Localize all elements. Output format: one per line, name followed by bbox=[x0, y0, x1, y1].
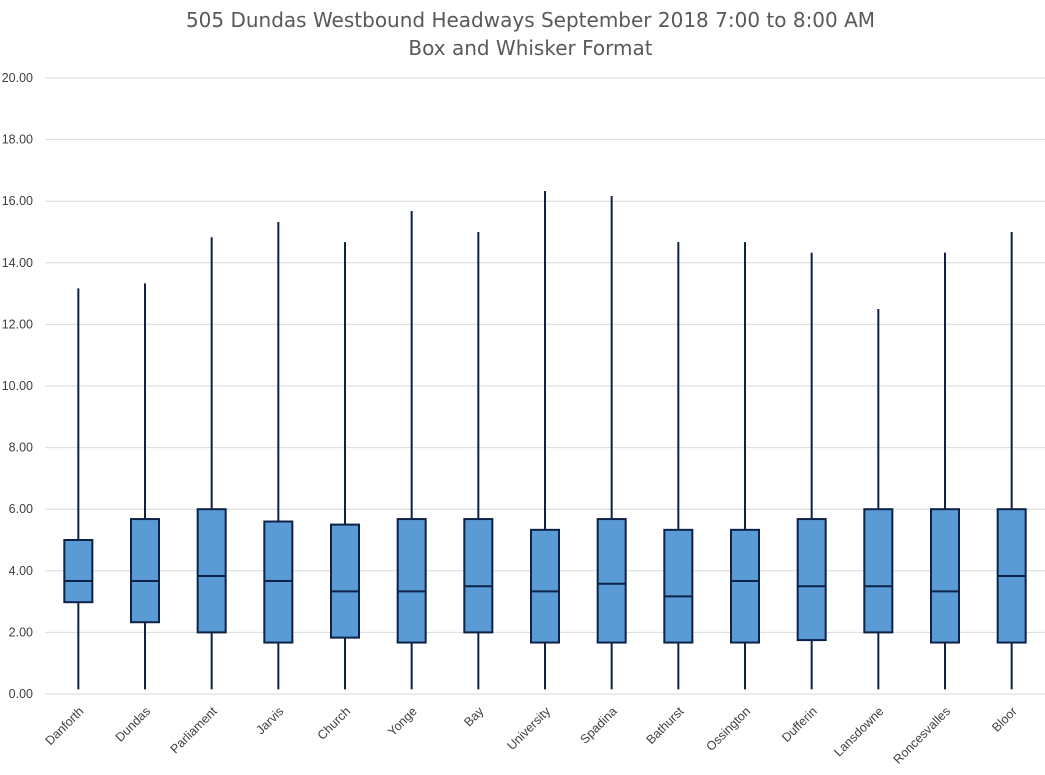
y-tick-label: 16.00 bbox=[2, 194, 33, 208]
interquartile-box bbox=[663, 528, 694, 644]
x-category-label: Bloor bbox=[989, 704, 1020, 735]
box-jarvis bbox=[263, 221, 294, 690]
interquartile-box bbox=[196, 508, 227, 634]
box-lansdowne bbox=[863, 309, 894, 690]
interquartile-box bbox=[396, 518, 427, 644]
y-tick-label: 6.00 bbox=[9, 502, 33, 516]
boxes bbox=[63, 191, 1027, 690]
box-bloor bbox=[996, 232, 1027, 690]
interquartile-box bbox=[596, 518, 627, 644]
interquartile-box bbox=[930, 508, 960, 644]
x-category-label: Ossington bbox=[703, 704, 753, 754]
box-roncesvalles bbox=[930, 252, 960, 690]
box-danforth bbox=[63, 288, 94, 690]
x-category-label: Dundas bbox=[113, 704, 153, 744]
box-dundas bbox=[130, 283, 160, 690]
interquartile-box bbox=[330, 523, 360, 639]
chart-title: 505 Dundas Westbound Headways September … bbox=[185, 8, 876, 32]
interquartile-box bbox=[463, 518, 494, 634]
box-parliament bbox=[196, 237, 227, 690]
x-category-label: Jarvis bbox=[253, 704, 286, 737]
y-tick-label: 8.00 bbox=[9, 441, 33, 455]
y-tick-label: 4.00 bbox=[9, 564, 33, 578]
interquartile-box bbox=[530, 528, 560, 644]
box-bay bbox=[463, 232, 494, 690]
y-axis-tick-labels: 0.00 2.00 4.00 6.00 8.00 10.00 12.00 14.00 16.00… bbox=[2, 71, 33, 701]
box-spadina bbox=[596, 195, 627, 690]
y-tick-label: 20.00 bbox=[2, 71, 33, 85]
box-dufferin bbox=[796, 252, 827, 690]
y-tick-label: 12.00 bbox=[2, 317, 33, 331]
box-yonge bbox=[396, 211, 427, 690]
x-category-label: Parliament bbox=[168, 704, 221, 757]
box-university bbox=[530, 191, 560, 690]
x-category-label: Dufferin bbox=[779, 704, 820, 745]
interquartile-box bbox=[263, 520, 294, 644]
y-tick-label: 10.00 bbox=[2, 379, 33, 393]
interquartile-box bbox=[863, 508, 894, 634]
interquartile-box bbox=[63, 539, 94, 604]
x-category-label: Bathurst bbox=[644, 704, 687, 747]
x-axis-category-labels: Danforth Dundas Parliament Jarvis Church Yong… bbox=[43, 704, 1020, 767]
interquartile-box bbox=[130, 518, 160, 624]
box-ossington bbox=[730, 242, 760, 690]
y-tick-label: 2.00 bbox=[9, 625, 33, 639]
x-category-label: Spadina bbox=[577, 704, 619, 746]
interquartile-box bbox=[796, 518, 827, 642]
x-category-label: Yonge bbox=[385, 704, 420, 739]
y-tick-label: 14.00 bbox=[2, 256, 33, 270]
interquartile-box bbox=[730, 528, 760, 644]
y-tick-label: 0.00 bbox=[9, 687, 33, 701]
chart-subtitle: Box and Whisker Format bbox=[408, 36, 653, 60]
x-category-label: Danforth bbox=[43, 704, 87, 748]
y-tick-label: 18.00 bbox=[2, 133, 33, 147]
box-church bbox=[330, 242, 360, 690]
x-category-label: Roncesvalles bbox=[891, 704, 953, 766]
x-category-label: University bbox=[504, 704, 553, 753]
x-category-label: Church bbox=[315, 704, 353, 742]
chart-title-block: 505 Dundas Westbound Headways September … bbox=[0, 6, 1045, 62]
x-category-label: Lansdowne bbox=[831, 704, 886, 759]
box-bathurst bbox=[663, 242, 694, 690]
x-category-label: Bay bbox=[461, 704, 487, 730]
